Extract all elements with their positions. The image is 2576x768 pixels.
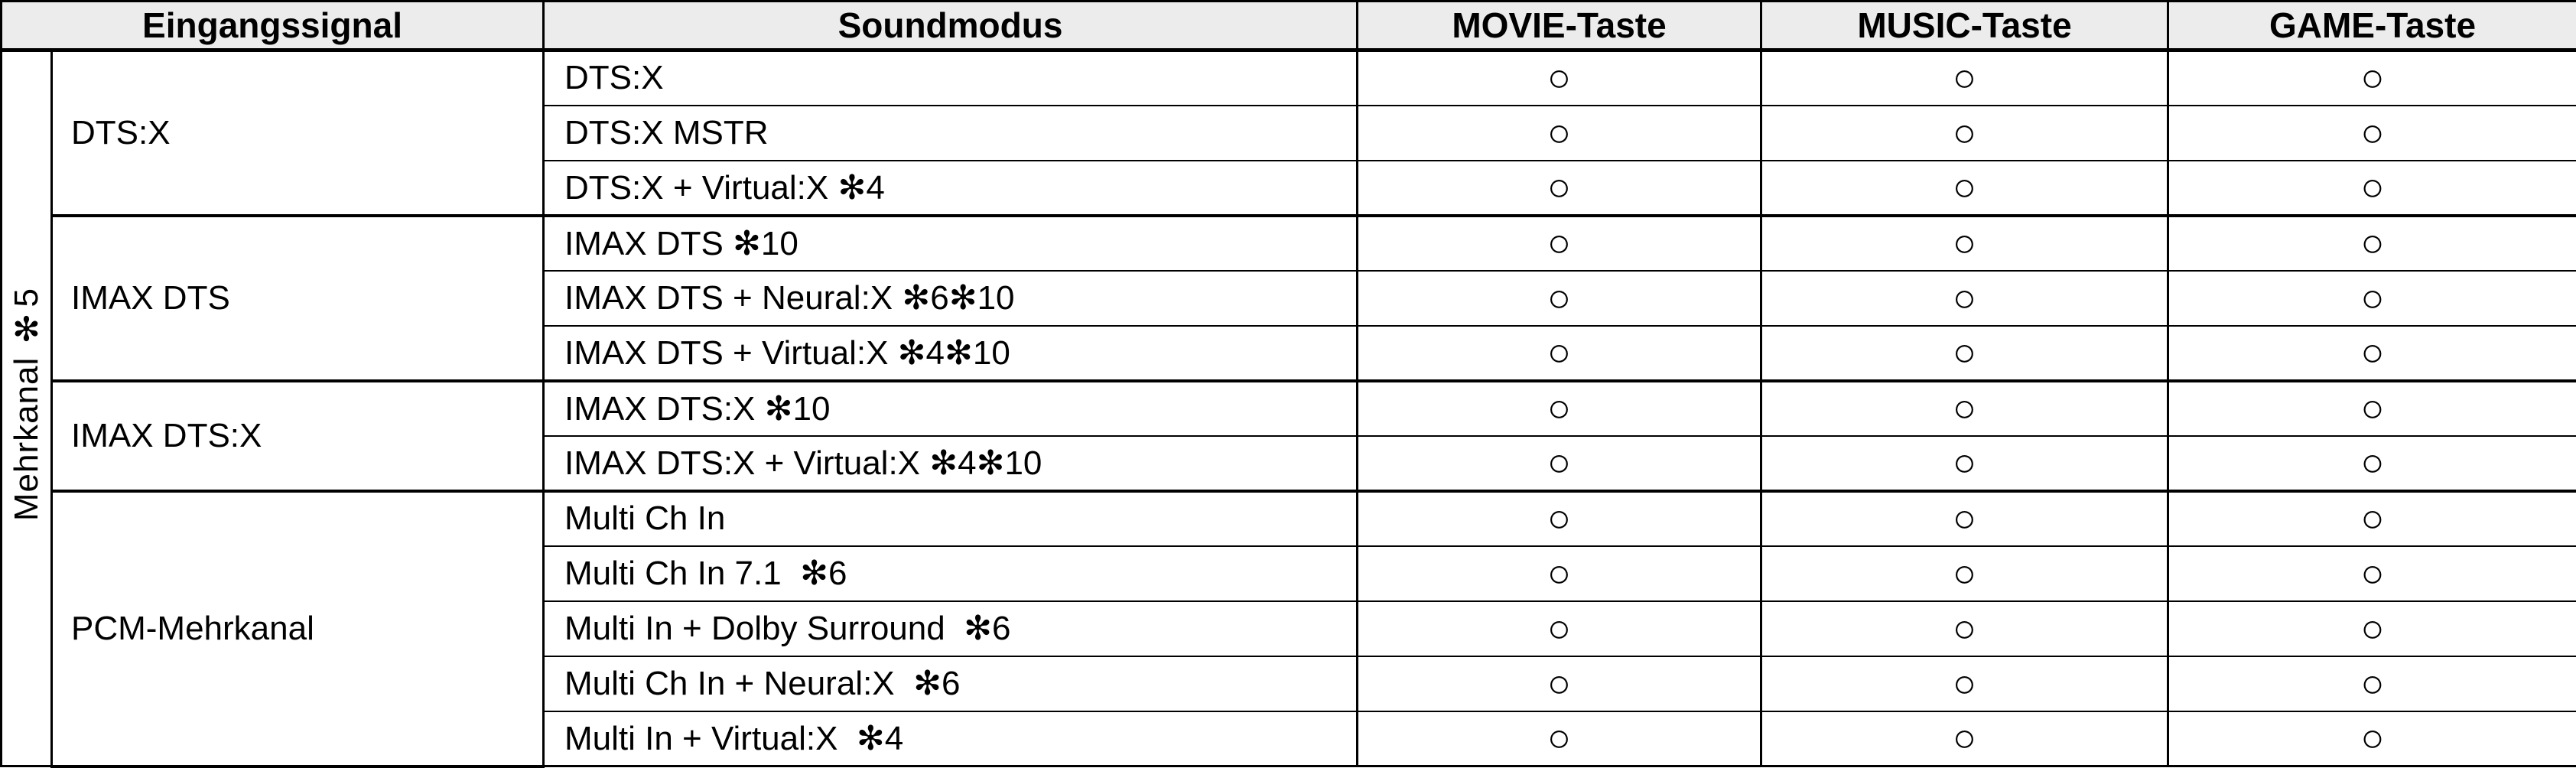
music-support-mark: ○ [1761, 436, 2168, 491]
movie-support-mark: ○ [1358, 271, 1761, 326]
sound-mode-cell: IMAX DTS:X ✻10 [544, 381, 1358, 436]
table-row: Mehrkanal ✻5 DTS:X DTS:X ○ ○ ○ [2, 50, 2576, 106]
game-support-mark: ○ [2168, 601, 2576, 656]
movie-support-mark: ○ [1358, 711, 1761, 766]
sound-mode-cell: DTS:X + Virtual:X ✻4 [544, 161, 1358, 216]
music-support-mark: ○ [1761, 271, 2168, 326]
sound-mode-cell: Multi Ch In + Neural:X ✻6 [544, 656, 1358, 711]
game-support-mark: ○ [2168, 381, 2576, 436]
game-support-mark: ○ [2168, 106, 2576, 161]
table-row: IMAX DTS:X IMAX DTS:X ✻10 ○ ○ ○ [2, 381, 2576, 436]
music-support-mark: ○ [1761, 381, 2168, 436]
group-label-imax-dtsx: IMAX DTS:X [52, 381, 544, 491]
group-label-imax-dts: IMAX DTS [52, 216, 544, 381]
music-support-mark: ○ [1761, 216, 2168, 271]
movie-support-mark: ○ [1358, 216, 1761, 271]
col-header-movie-button: MOVIE-Taste [1358, 2, 1761, 50]
game-support-mark: ○ [2168, 271, 2576, 326]
game-support-mark: ○ [2168, 326, 2576, 381]
row-group-vertical-label: Mehrkanal ✻5 [7, 288, 46, 521]
sound-mode-cell: Multi In + Dolby Surround ✻6 [544, 601, 1358, 656]
table-row: PCM-Mehrkanal Multi Ch In ○ ○ ○ [2, 491, 2576, 546]
movie-support-mark: ○ [1358, 106, 1761, 161]
col-header-music-button: MUSIC-Taste [1761, 2, 2168, 50]
movie-support-mark: ○ [1358, 546, 1761, 601]
music-support-mark: ○ [1761, 656, 2168, 711]
music-support-mark: ○ [1761, 546, 2168, 601]
sound-mode-cell: Multi In + Virtual:X ✻4 [544, 711, 1358, 766]
game-support-mark: ○ [2168, 656, 2576, 711]
sound-mode-cell: IMAX DTS ✻10 [544, 216, 1358, 271]
music-support-mark: ○ [1761, 711, 2168, 766]
group-label-dtsx: DTS:X [52, 50, 544, 216]
col-header-sound-mode: Soundmodus [544, 2, 1358, 50]
header-row: Eingangssignal Soundmodus MOVIE-Taste MU… [2, 2, 2576, 50]
sound-mode-cell: Multi Ch In [544, 491, 1358, 546]
game-support-mark: ○ [2168, 216, 2576, 271]
movie-support-mark: ○ [1358, 161, 1761, 216]
sound-mode-cell: IMAX DTS + Virtual:X ✻4✻10 [544, 326, 1358, 381]
sound-mode-cell: DTS:X MSTR [544, 106, 1358, 161]
sound-mode-cell: DTS:X [544, 50, 1358, 106]
sound-mode-cell: IMAX DTS + Neural:X ✻6✻10 [544, 271, 1358, 326]
sound-mode-cell: IMAX DTS:X + Virtual:X ✻4✻10 [544, 436, 1358, 491]
col-header-game-button: GAME-Taste [2168, 2, 2576, 50]
movie-support-mark: ○ [1358, 50, 1761, 106]
movie-support-mark: ○ [1358, 436, 1761, 491]
movie-support-mark: ○ [1358, 656, 1761, 711]
game-support-mark: ○ [2168, 711, 2576, 766]
movie-support-mark: ○ [1358, 381, 1761, 436]
game-support-mark: ○ [2168, 161, 2576, 216]
movie-support-mark: ○ [1358, 491, 1761, 546]
sound-mode-cell: Multi Ch In 7.1 ✻6 [544, 546, 1358, 601]
row-group-vertical-label-cell: Mehrkanal ✻5 [2, 50, 52, 766]
music-support-mark: ○ [1761, 161, 2168, 216]
music-support-mark: ○ [1761, 601, 2168, 656]
music-support-mark: ○ [1761, 491, 2168, 546]
table-row: IMAX DTS IMAX DTS ✻10 ○ ○ ○ [2, 216, 2576, 271]
music-support-mark: ○ [1761, 326, 2168, 381]
col-header-input-signal: Eingangssignal [2, 2, 544, 50]
music-support-mark: ○ [1761, 50, 2168, 106]
group-label-pcm-mehrkanal: PCM-Mehrkanal [52, 491, 544, 766]
game-support-mark: ○ [2168, 50, 2576, 106]
game-support-mark: ○ [2168, 436, 2576, 491]
game-support-mark: ○ [2168, 546, 2576, 601]
game-support-mark: ○ [2168, 491, 2576, 546]
movie-support-mark: ○ [1358, 601, 1761, 656]
movie-support-mark: ○ [1358, 326, 1761, 381]
music-support-mark: ○ [1761, 106, 2168, 161]
